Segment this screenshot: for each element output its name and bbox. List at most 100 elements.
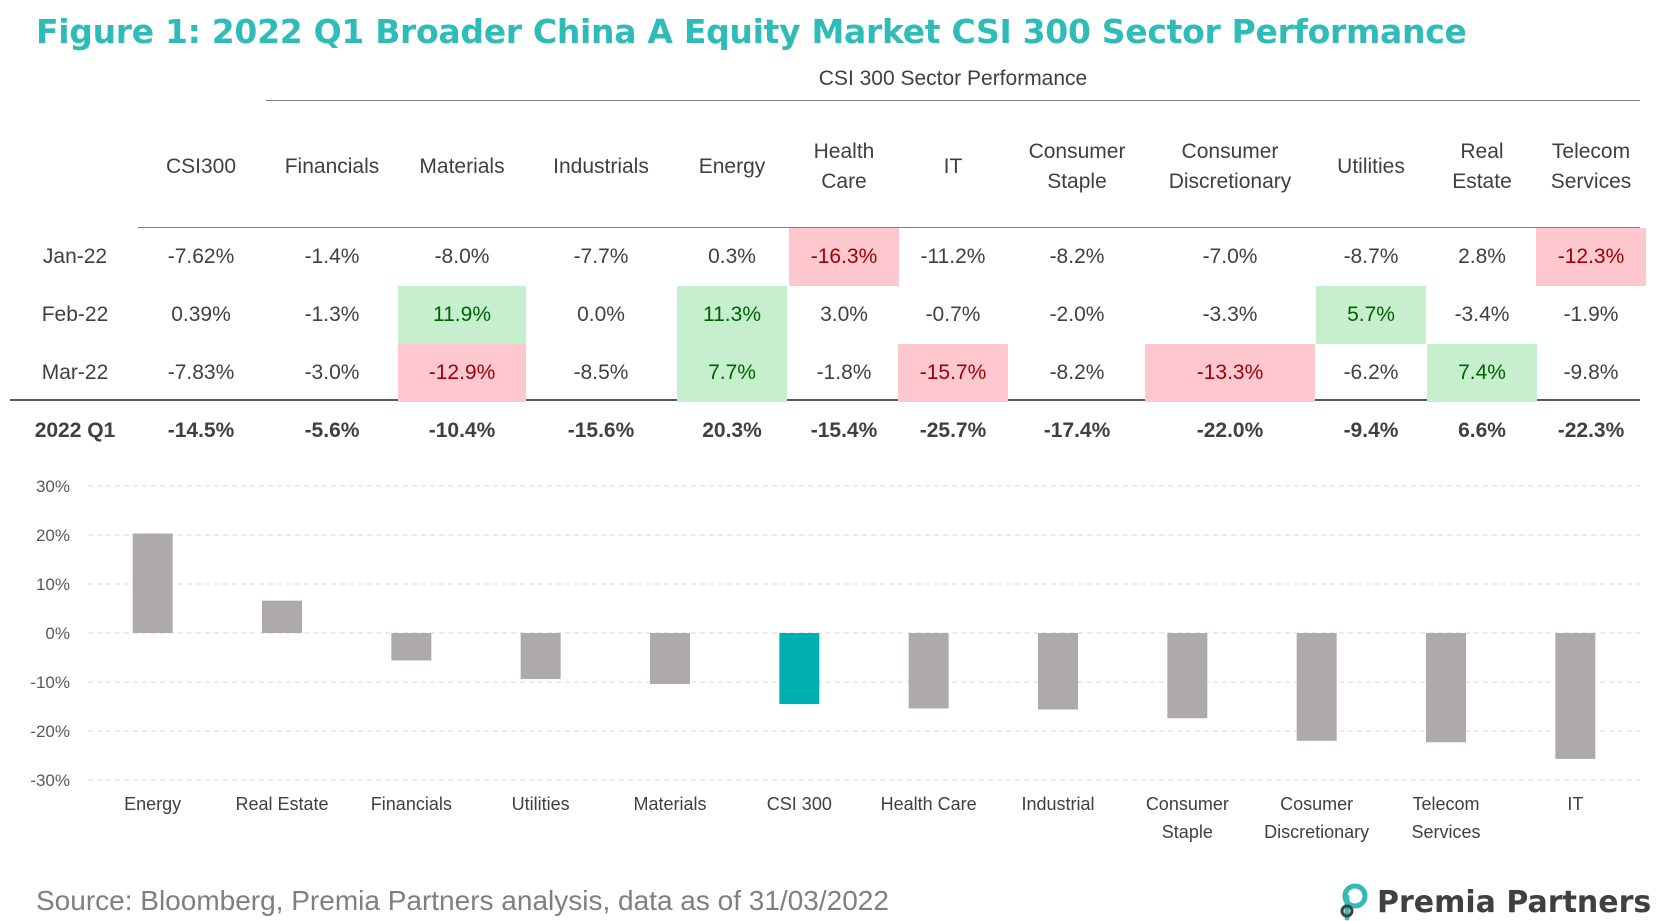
total-cell: 20.3% <box>702 419 762 442</box>
x-tick-label: Materials <box>633 794 706 814</box>
table-cell: 0.39% <box>171 303 231 326</box>
column-header: Materials <box>419 155 505 178</box>
table-cell: 7.7% <box>677 344 787 402</box>
bar <box>1167 633 1208 719</box>
y-tick-label: 20% <box>36 526 70 545</box>
table-cell: -9.8% <box>1563 361 1619 384</box>
x-tick-label: Energy <box>124 794 181 814</box>
x-tick-label: Telecom Services <box>1411 794 1480 842</box>
table-cell: -1.3% <box>304 303 360 326</box>
total-cell: -25.7% <box>919 419 987 442</box>
column-header: Health Care <box>813 140 875 193</box>
column-header: Real Estate <box>1452 140 1512 193</box>
bar <box>1426 633 1466 743</box>
column-header: Industrials <box>553 155 649 178</box>
table-cell: -1.4% <box>304 245 360 268</box>
x-tick-label: Consumer Staple <box>1146 794 1229 842</box>
y-tick-label: -10% <box>30 673 70 692</box>
premia-logo: Premia Partners <box>1337 883 1651 921</box>
row-label: Jan-22 <box>42 245 108 268</box>
total-cell: -17.4% <box>1043 419 1111 442</box>
row-label: Feb-22 <box>41 303 109 326</box>
x-tick-label: Cosumer Discretionary <box>1264 794 1369 842</box>
total-row-label: 2022 Q1 <box>34 419 116 442</box>
column-header: CSI300 <box>165 155 237 178</box>
y-tick-label: 0% <box>45 624 70 643</box>
table-cell: -0.7% <box>925 303 981 326</box>
table-cell: -8.2% <box>1049 245 1105 268</box>
column-header: Energy <box>698 155 766 178</box>
table-caption: CSI 300 Sector Performance <box>818 67 1088 90</box>
bar-chart: 30% 20% 10% 0% -10% -20% -30% Energy Real Estat… <box>30 477 1640 842</box>
bar <box>1555 633 1596 759</box>
x-tick-label: Financials <box>371 794 452 814</box>
table-cell: -8.0% <box>434 245 490 268</box>
table-cell: 7.4% <box>1427 344 1537 402</box>
bar <box>650 633 690 684</box>
table-cell: 0.0% <box>577 303 625 326</box>
premia-logo-icon <box>1340 883 1368 921</box>
table-cell: -7.62% <box>167 245 235 268</box>
figure-title: Figure 1: 2022 Q1 Broader China A Equity… <box>36 12 1467 51</box>
table-cell: -1.8% <box>816 361 872 384</box>
column-header: Utilities <box>1337 155 1405 178</box>
total-cell: -9.4% <box>1343 419 1399 442</box>
bar <box>908 633 949 709</box>
table-cell: -7.83% <box>167 361 235 384</box>
x-tick-label: Health Care <box>881 794 977 814</box>
table-cell: -15.7% <box>898 344 1008 402</box>
logo-text: Premia Partners <box>1377 884 1652 920</box>
bar <box>1296 633 1337 741</box>
table-cell: -8.2% <box>1049 361 1105 384</box>
column-header: Consumer Discretionary <box>1168 140 1292 193</box>
source-note: Source: Bloomberg, Premia Partners analy… <box>36 885 889 916</box>
x-tick-label: Real Estate <box>235 794 328 814</box>
x-tick-label: Industrial <box>1021 794 1094 814</box>
gridlines <box>88 485 1640 781</box>
table-cell: 2.8% <box>1458 245 1506 268</box>
bars <box>132 533 1596 759</box>
table-cell: -7.7% <box>573 245 629 268</box>
bar <box>132 533 173 633</box>
table-cell: -11.2% <box>920 245 986 268</box>
table-cell: -12.9% <box>398 344 526 402</box>
y-tick-label: 10% <box>36 575 70 594</box>
total-divider <box>10 399 1640 401</box>
column-header: IT <box>943 155 963 178</box>
table-cell: -7.0% <box>1202 245 1258 268</box>
y-tick-label: 30% <box>36 477 70 496</box>
bar <box>1038 633 1078 710</box>
table-cell: -3.3% <box>1202 303 1258 326</box>
table-cell: 0.3% <box>708 245 756 268</box>
x-axis-labels: Energy Real Estate Financials Utilities Mate… <box>124 794 1583 842</box>
bar <box>262 600 302 633</box>
table-cell: -12.3% <box>1536 228 1646 286</box>
total-cell: -14.5% <box>167 419 235 442</box>
total-cell: -22.0% <box>1196 419 1264 442</box>
x-tick-label: Utilities <box>512 794 570 814</box>
table-cell: -2.0% <box>1049 303 1105 326</box>
row-label: Mar-22 <box>41 361 109 384</box>
total-cell: -15.4% <box>810 419 878 442</box>
table-cell: -13.3% <box>1145 344 1315 402</box>
table-cell: -1.9% <box>1563 303 1619 326</box>
table-cell: 3.0% <box>820 303 868 326</box>
x-tick-label: IT <box>1567 794 1583 814</box>
table-cell: -6.2% <box>1343 361 1399 384</box>
table-cell: -16.3% <box>789 228 899 286</box>
x-tick-label: CSI 300 <box>767 794 832 814</box>
bar <box>391 633 432 661</box>
table-cell: 11.9% <box>398 286 526 344</box>
table-cell: 5.7% <box>1316 286 1426 344</box>
total-cell: -15.6% <box>567 419 635 442</box>
table-cell: -8.7% <box>1343 245 1399 268</box>
table-cell: 11.3% <box>677 286 787 344</box>
header-divider <box>138 227 1640 228</box>
table-cell: -3.0% <box>304 361 360 384</box>
total-cell: 6.6% <box>1458 419 1506 442</box>
table-cell: -3.4% <box>1454 303 1510 326</box>
bar <box>520 633 561 680</box>
total-cell: -22.3% <box>1557 419 1625 442</box>
bar <box>779 633 820 705</box>
column-header: Consumer Staple <box>1028 140 1126 193</box>
